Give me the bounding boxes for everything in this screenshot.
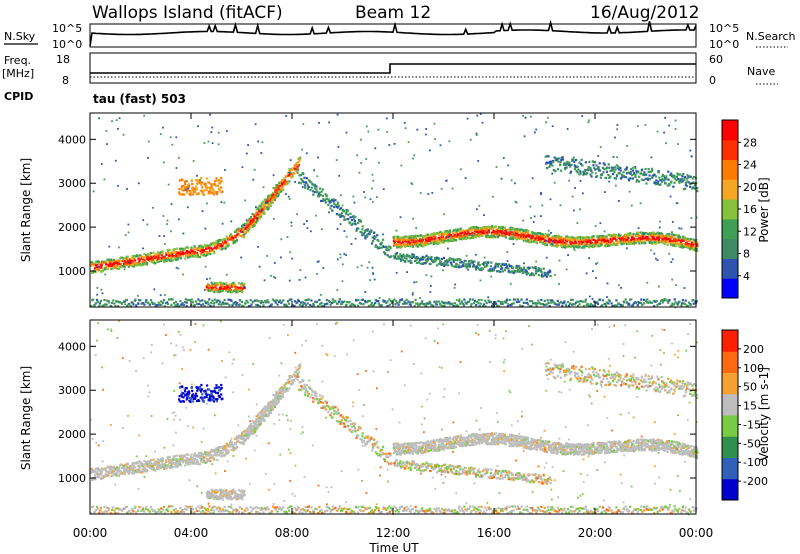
colorbar-tick: -50 [743, 437, 761, 450]
colorbar-tick: 8 [743, 248, 750, 261]
freq-unit: [MHz] [2, 67, 34, 80]
power-yticks: 1000 2000 3000 4000 [58, 133, 696, 278]
noise-sky-line [89, 19, 697, 47]
colorbar-tick: -15 [743, 418, 761, 431]
beam-title: Beam 12 [355, 3, 431, 23]
velocity-panel: 1000 2000 3000 4000 Slant Range [km] [19, 319, 699, 516]
noise-panel: N.Sky 10^5 10^0 10^5 10^0 N.Search [4, 19, 796, 51]
power-panel: 1000 2000 3000 4000 Slant Range [km] [19, 112, 699, 309]
nave-tick-60: 60 [709, 53, 723, 66]
freq-label: Freq. [4, 54, 31, 67]
velocity-heatmap [89, 320, 699, 516]
velocity-ylabel: Slant Range [km] [19, 366, 33, 470]
date-title: 16/Aug/2012 [590, 3, 700, 23]
x-axis-label: Time UT [368, 541, 419, 554]
velocity-colorbar: 200 100 50 15 -15 -50 -100 -200 Velocity [m s-1… [721, 329, 771, 501]
colorbar-tick: 100 [743, 362, 764, 375]
velocity-yticks: 1000 2000 3000 4000 [58, 340, 696, 485]
colorbar-tick: 50 [743, 381, 757, 394]
power-heatmap [89, 113, 699, 309]
colorbar-tick: 24 [743, 159, 757, 172]
xtick-label: 08:00 [275, 526, 310, 540]
power-colorbar: 28 24 20 16 12 8 4 Power [dB] [721, 119, 771, 299]
xtick-label: 00:00 [73, 526, 108, 540]
ytick-label: 3000 [58, 384, 86, 397]
ytick-label: 4000 [58, 133, 86, 146]
power-ylabel: Slant Range [km] [19, 158, 33, 262]
noise-tick-bottom: 10^0 [52, 38, 82, 51]
xtick-label: 00:00 [679, 526, 714, 540]
ytick-label: 2000 [58, 221, 86, 234]
nave-label: Nave [747, 65, 775, 78]
xtick-label: 16:00 [477, 526, 512, 540]
colorbar-tick: -200 [743, 475, 768, 488]
freq-tick-18: 18 [56, 53, 70, 66]
noise-right-tick-bottom: 10^0 [709, 38, 739, 51]
colorbar-tick: 15 [743, 400, 757, 413]
station-title: Wallops Island (fitACF) [92, 3, 283, 23]
noise-sky-label: N.Sky [4, 30, 36, 43]
x-axis-ticks: 00:00 04:00 08:00 12:00 16:00 20:00 00:00 [73, 113, 714, 540]
xtick-label: 04:00 [174, 526, 209, 540]
colorbar-tick: 28 [743, 136, 757, 149]
freq-tick-8: 8 [62, 74, 69, 87]
freq-panel: Freq. [MHz] 18 8 60 0 Nave CPID tau (fas… [2, 52, 778, 106]
colorbar-tick: -100 [743, 456, 768, 469]
ytick-label: 2000 [58, 428, 86, 441]
ytick-label: 4000 [58, 340, 86, 353]
noise-tick-top: 10^5 [52, 22, 82, 35]
nave-tick-0: 0 [709, 74, 716, 87]
noise-search-label: N.Search [746, 30, 796, 43]
xtick-label: 12:00 [376, 526, 411, 540]
velocity-colorbar-label: Velocity [m s-1] [757, 367, 771, 461]
cpid-label: CPID [4, 90, 33, 103]
ytick-label: 1000 [58, 265, 86, 278]
colorbar-tick: 12 [743, 225, 757, 238]
freq-line [90, 63, 696, 74]
colorbar-tick: 16 [743, 203, 757, 216]
colorbar-tick: 20 [743, 181, 757, 194]
noise-right-tick-top: 10^5 [709, 22, 739, 35]
ytick-label: 3000 [58, 177, 86, 190]
cpid-value: tau (fast) 503 [93, 92, 186, 106]
xtick-label: 20:00 [578, 526, 613, 540]
colorbar-tick: 4 [743, 270, 750, 283]
power-colorbar-label: Power [dB] [757, 177, 771, 242]
ytick-label: 1000 [58, 472, 86, 485]
colorbar-tick: 200 [743, 343, 764, 356]
